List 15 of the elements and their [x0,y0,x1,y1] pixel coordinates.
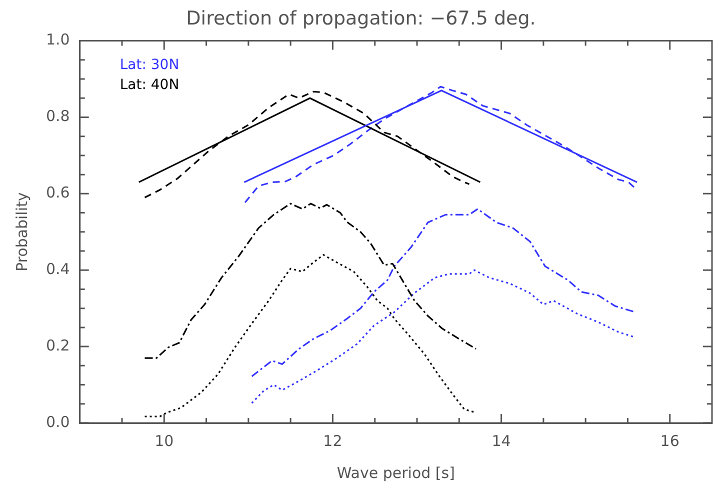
x-tick-label: 14 [492,432,511,450]
x-tick-label: 16 [660,432,680,450]
chart-title: Direction of propagation: −67.5 deg. [186,7,536,30]
x-tick-label: 12 [323,432,342,450]
y-tick-label: 1.0 [46,30,70,49]
x-axis-title: Wave period [s] [336,464,455,482]
y-tick-label: 0.8 [46,107,70,126]
y-tick-label: 0.6 [46,184,70,202]
text: Lat: 30N [120,56,180,75]
text: Lat: 40N [120,76,180,95]
y-tick-label: 0.4 [46,260,70,278]
y-tick-label: 0.0 [46,412,70,431]
x-tick-label: 10 [154,432,174,450]
y-tick-label: 0.2 [46,336,70,354]
y-axis-title: Probability [12,192,31,272]
